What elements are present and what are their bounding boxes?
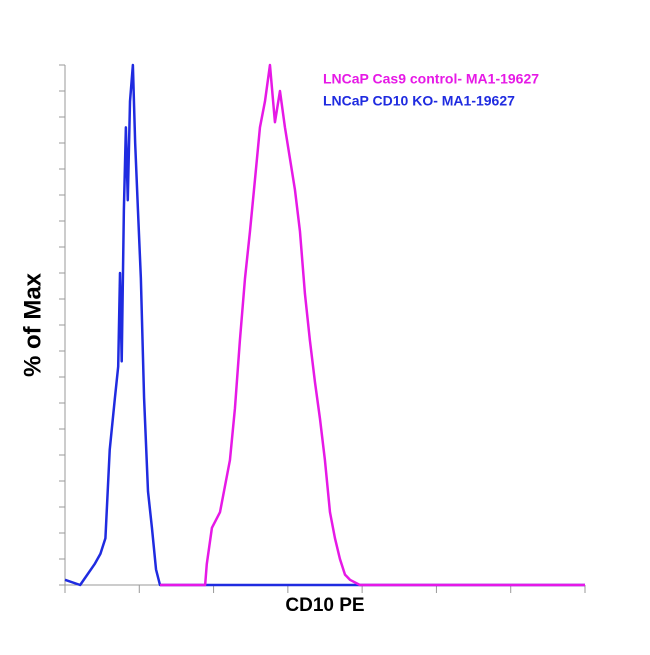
legend-entry: LNCaP CD10 KO- MA1-19627 [323,93,515,109]
x-axis-label: CD10 PE [285,595,364,616]
legend-entry: LNCaP Cas9 control- MA1-19627 [323,71,539,87]
histogram-line [159,63,585,587]
histogram-line [64,63,585,587]
y-axis-label: % of Max [19,272,46,377]
